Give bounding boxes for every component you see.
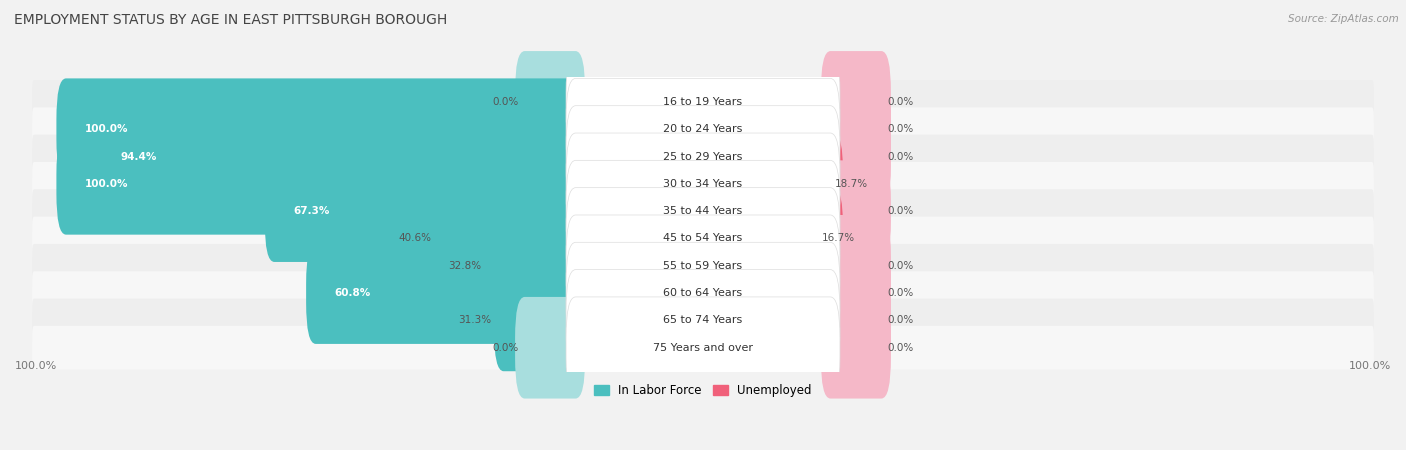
- Text: 0.0%: 0.0%: [887, 288, 914, 298]
- FancyBboxPatch shape: [32, 298, 1374, 342]
- Text: 94.4%: 94.4%: [121, 152, 157, 162]
- Text: 35 to 44 Years: 35 to 44 Years: [664, 206, 742, 216]
- Text: 65 to 74 Years: 65 to 74 Years: [664, 315, 742, 325]
- FancyBboxPatch shape: [32, 108, 1374, 151]
- Text: 67.3%: 67.3%: [294, 206, 330, 216]
- FancyBboxPatch shape: [515, 51, 585, 153]
- Text: 0.0%: 0.0%: [887, 206, 914, 216]
- FancyBboxPatch shape: [485, 215, 585, 317]
- FancyBboxPatch shape: [567, 270, 839, 371]
- FancyBboxPatch shape: [821, 188, 844, 289]
- Text: 0.0%: 0.0%: [887, 152, 914, 162]
- Text: 45 to 54 Years: 45 to 54 Years: [664, 234, 742, 243]
- FancyBboxPatch shape: [494, 270, 585, 371]
- FancyBboxPatch shape: [32, 216, 1374, 260]
- Text: 0.0%: 0.0%: [887, 97, 914, 107]
- Legend: In Labor Force, Unemployed: In Labor Force, Unemployed: [589, 379, 817, 402]
- Text: 75 Years and over: 75 Years and over: [652, 343, 754, 353]
- FancyBboxPatch shape: [567, 188, 839, 289]
- Text: 60.8%: 60.8%: [335, 288, 371, 298]
- Text: 31.3%: 31.3%: [458, 315, 491, 325]
- Text: 18.7%: 18.7%: [835, 179, 868, 189]
- FancyBboxPatch shape: [821, 242, 891, 344]
- FancyBboxPatch shape: [32, 244, 1374, 288]
- Text: 32.8%: 32.8%: [449, 261, 481, 271]
- FancyBboxPatch shape: [567, 78, 839, 180]
- FancyBboxPatch shape: [821, 78, 891, 180]
- FancyBboxPatch shape: [567, 133, 839, 234]
- FancyBboxPatch shape: [821, 297, 891, 399]
- FancyBboxPatch shape: [56, 133, 585, 234]
- FancyBboxPatch shape: [32, 135, 1374, 178]
- FancyBboxPatch shape: [567, 297, 839, 399]
- FancyBboxPatch shape: [515, 297, 585, 399]
- FancyBboxPatch shape: [821, 215, 891, 317]
- Text: 40.6%: 40.6%: [399, 234, 432, 243]
- Text: 30 to 34 Years: 30 to 34 Years: [664, 179, 742, 189]
- FancyBboxPatch shape: [307, 242, 585, 344]
- FancyBboxPatch shape: [32, 326, 1374, 369]
- FancyBboxPatch shape: [821, 51, 891, 153]
- FancyBboxPatch shape: [821, 270, 891, 371]
- FancyBboxPatch shape: [821, 160, 891, 262]
- Text: 20 to 24 Years: 20 to 24 Years: [664, 124, 742, 134]
- FancyBboxPatch shape: [56, 78, 585, 180]
- Text: EMPLOYMENT STATUS BY AGE IN EAST PITTSBURGH BOROUGH: EMPLOYMENT STATUS BY AGE IN EAST PITTSBU…: [14, 14, 447, 27]
- FancyBboxPatch shape: [264, 160, 585, 262]
- FancyBboxPatch shape: [567, 242, 839, 344]
- Text: 100.0%: 100.0%: [15, 361, 58, 371]
- Text: 0.0%: 0.0%: [492, 343, 519, 353]
- Text: 0.0%: 0.0%: [887, 315, 914, 325]
- FancyBboxPatch shape: [32, 189, 1374, 233]
- Text: 0.0%: 0.0%: [887, 261, 914, 271]
- FancyBboxPatch shape: [821, 133, 844, 234]
- FancyBboxPatch shape: [567, 51, 839, 153]
- Text: 16.7%: 16.7%: [823, 234, 855, 243]
- FancyBboxPatch shape: [567, 215, 839, 317]
- FancyBboxPatch shape: [434, 188, 585, 289]
- Text: 60 to 64 Years: 60 to 64 Years: [664, 288, 742, 298]
- Text: 0.0%: 0.0%: [887, 343, 914, 353]
- Text: 16 to 19 Years: 16 to 19 Years: [664, 97, 742, 107]
- FancyBboxPatch shape: [567, 160, 839, 262]
- FancyBboxPatch shape: [567, 106, 839, 207]
- FancyBboxPatch shape: [32, 80, 1374, 124]
- FancyBboxPatch shape: [821, 106, 891, 207]
- FancyBboxPatch shape: [91, 106, 585, 207]
- Text: 100.0%: 100.0%: [86, 179, 128, 189]
- FancyBboxPatch shape: [32, 271, 1374, 315]
- Text: 100.0%: 100.0%: [1348, 361, 1391, 371]
- Text: 55 to 59 Years: 55 to 59 Years: [664, 261, 742, 271]
- Text: 0.0%: 0.0%: [887, 124, 914, 134]
- Text: 0.0%: 0.0%: [492, 97, 519, 107]
- FancyBboxPatch shape: [32, 162, 1374, 206]
- Text: 100.0%: 100.0%: [86, 124, 128, 134]
- Text: Source: ZipAtlas.com: Source: ZipAtlas.com: [1288, 14, 1399, 23]
- Text: 25 to 29 Years: 25 to 29 Years: [664, 152, 742, 162]
